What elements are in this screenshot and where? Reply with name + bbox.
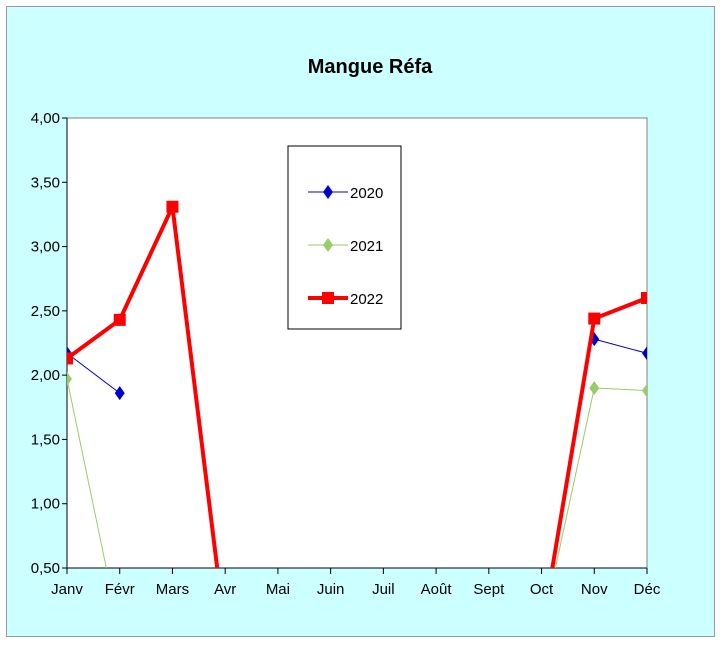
series-line-segment	[67, 378, 107, 568]
y-tick-label: 3,00	[31, 239, 60, 256]
line-chart: Mangue Réfa 0,50 1,00 1,50 2,00 2,50 3,00 3,50…	[31, 56, 661, 598]
series-2021	[67, 372, 647, 568]
series-line-segment	[67, 352, 121, 394]
x-tick-label: Janv	[51, 581, 83, 598]
series-line-segment	[593, 296, 647, 321]
series-line-segment	[554, 387, 595, 568]
legend-label: 2021	[350, 238, 383, 255]
series-line-segment	[594, 387, 647, 392]
series-line-segment	[117, 205, 175, 321]
x-tick-label: Juin	[317, 581, 345, 598]
chart-title: Mangue Réfa	[308, 56, 433, 78]
y-tick-label: 1,00	[31, 496, 60, 513]
series-line-segment	[170, 206, 220, 568]
data-point	[67, 372, 72, 386]
data-point	[166, 200, 179, 213]
legend-label: 2022	[350, 291, 383, 308]
x-tick-label: Déc	[634, 581, 661, 598]
x-tick-label: Juil	[372, 581, 395, 598]
legend-marker	[323, 185, 333, 199]
y-tick-label: 0,50	[31, 560, 60, 577]
series-line-segment	[550, 318, 597, 568]
data-point	[114, 386, 125, 401]
data-point	[642, 383, 647, 398]
x-tick-label: Sept	[473, 581, 505, 598]
y-tick-label: 4,00	[31, 110, 60, 127]
chart-area: Mangue Réfa 0,50 1,00 1,50 2,00 2,50 3,00 3,50…	[6, 6, 715, 637]
legend-marker	[323, 238, 333, 252]
data-point	[588, 312, 601, 325]
data-point	[642, 346, 647, 361]
x-tick-label: Févr	[105, 581, 135, 598]
data-point	[589, 381, 600, 395]
x-tick-label: Août	[421, 581, 453, 598]
legend-label: 2020	[350, 185, 383, 202]
x-tick-label: Oct	[530, 581, 554, 598]
legend-box	[287, 145, 402, 330]
x-tick-label: Avr	[214, 581, 236, 598]
series-2022	[67, 200, 647, 568]
x-tick-label: Mai	[266, 581, 290, 598]
series-line-segment	[67, 318, 121, 361]
x-tick-label: Nov	[581, 581, 608, 598]
data-point	[113, 313, 126, 326]
y-tick-label: 2,50	[31, 303, 60, 320]
y-tick-label: 1,50	[31, 431, 60, 448]
data-point	[641, 292, 647, 304]
series-line-segment	[594, 338, 647, 354]
y-tick-label: 3,50	[31, 174, 60, 191]
legend-marker	[322, 292, 334, 304]
y-tick-label: 2,00	[31, 367, 60, 384]
x-tick-label: Mars	[156, 581, 189, 598]
data-point	[67, 352, 73, 365]
